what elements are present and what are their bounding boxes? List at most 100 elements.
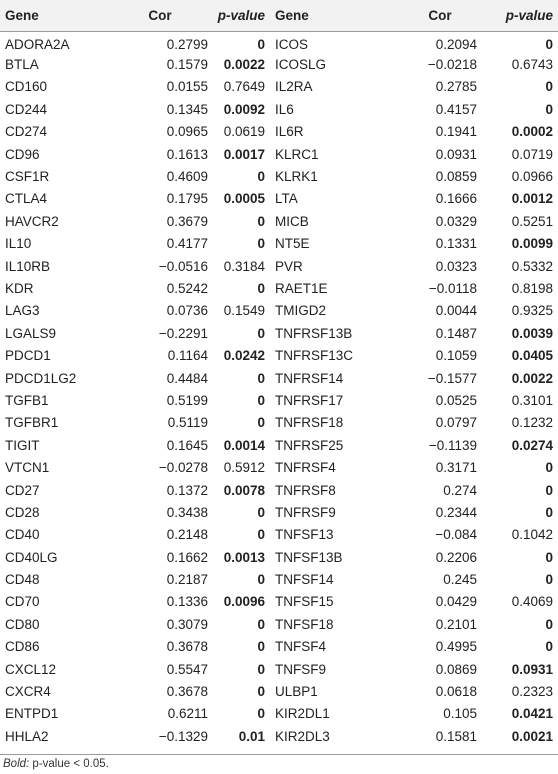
table-row: CD80 0.3079 0 TNFSF18 0.2101 0 [0, 613, 558, 635]
gene-cell: TNFRSF25 [275, 437, 344, 453]
p-value-cell: 0.0619 [223, 124, 265, 140]
gene-cell: TNFRSF9 [275, 504, 336, 520]
table-row: CD27 0.1372 0.0078 TNFRSF8 0.274 0 [0, 479, 558, 501]
gene-cell: TMIGD2 [275, 303, 327, 319]
table-row: LAG3 0.0736 0.1549 TMIGD2 0.0044 0.9325 [0, 300, 558, 322]
p-value-cell: 0.0002 [511, 124, 553, 140]
gene-cell: CXCL12 [5, 661, 57, 677]
gene-cell: VTCN1 [5, 460, 50, 476]
p-value-cell: 0.0405 [511, 348, 553, 364]
gene-cell: TGFBR1 [5, 415, 59, 431]
gene-cell: ENTPD1 [5, 706, 59, 722]
table-row: CD160 0.0155 0.7649 IL2RA 0.2785 0 [0, 76, 558, 98]
p-value-cell: 0 [257, 280, 265, 296]
cor-cell: 0.1579 [166, 57, 208, 73]
gene-cell: TNFSF9 [275, 661, 327, 677]
cor-cell: 0.105 [443, 706, 477, 722]
p-value-cell: 0 [545, 572, 553, 588]
table-body: ADORA2A 0.2799 0 ICOS 0.2094 0 BTLA 0.1579 0.002… [0, 31, 558, 748]
header-cell: Cor [428, 7, 452, 23]
table-row: CD244 0.1345 0.0092 IL6 0.4157 0 [0, 98, 558, 120]
cor-cell: 0.0323 [435, 258, 477, 274]
gene-cell: KLRC1 [275, 146, 319, 162]
table-row: HAVCR2 0.3679 0 MICB 0.0329 0.5251 [0, 210, 558, 232]
p-value-cell: 0.1042 [511, 527, 553, 543]
cor-cell: 0.1164 [167, 348, 208, 364]
table-row: TIGIT 0.1645 0.0014 TNFRSF25 −0.1139 0.0274 [0, 434, 558, 456]
p-value-cell: 0.0022 [223, 57, 265, 73]
gene-cell: CD70 [5, 594, 40, 610]
cor-cell: 0.1487 [435, 325, 477, 341]
p-value-cell: 0.0039 [511, 325, 553, 341]
p-value-cell: 0 [545, 549, 553, 565]
p-value-cell: 0 [257, 616, 265, 632]
cor-cell: 0.3171 [435, 460, 477, 476]
gene-cell: LGALS9 [5, 325, 57, 341]
gene-cell: CD86 [5, 639, 40, 655]
bottom-rule [0, 754, 558, 755]
table-row: CTLA4 0.1795 0.0005 LTA 0.1666 0.0012 [0, 188, 558, 210]
cor-cell: 0.2785 [435, 79, 477, 95]
cor-cell: 0.0859 [435, 169, 477, 185]
cor-cell: 0.0965 [166, 124, 208, 140]
p-value-cell: 0 [545, 639, 553, 655]
p-value-cell: 0 [257, 325, 265, 341]
gene-cell: ICOS [275, 36, 309, 52]
p-value-cell: 0 [257, 415, 265, 431]
gene-cell: TNFSF14 [275, 572, 334, 588]
p-value-cell: 0 [257, 684, 265, 700]
cor-cell: 0.0429 [435, 594, 477, 610]
gene-cell: CD48 [5, 572, 40, 588]
cor-cell: 0.5119 [167, 415, 208, 431]
header-row: Gene Cor p-value Gene Cor p-value [0, 0, 558, 31]
p-value-cell: 0 [257, 527, 265, 543]
gene-cell: TNFSF13 [275, 527, 334, 543]
gene-cell: CD274 [5, 124, 48, 140]
p-value-cell: 0.1549 [223, 303, 265, 319]
gene-cell: PVR [275, 258, 303, 274]
p-value-cell: 0.0078 [223, 482, 265, 498]
gene-cell: TNFSF15 [275, 594, 334, 610]
p-value-cell: 0.0931 [511, 661, 553, 677]
cor-cell: −0.084 [435, 527, 477, 543]
gene-cell: TNFRSF13C [275, 348, 354, 364]
gene-cell: CD40 [5, 527, 40, 543]
p-value-cell: 0.0017 [223, 146, 265, 162]
gene-cell: TNFSF4 [275, 639, 327, 655]
header-cell: Gene [5, 7, 39, 23]
gene-cell: IL10RB [5, 258, 51, 274]
p-value-cell: 0.0005 [223, 191, 265, 207]
gene-cell: KIR2DL3 [275, 728, 330, 744]
gene-cell: IL6 [275, 101, 294, 117]
cor-cell: 0.5199 [166, 392, 208, 408]
cor-cell: −0.1329 [158, 728, 208, 744]
header-cell: Cor [148, 7, 172, 23]
gene-cell: LTA [275, 191, 298, 207]
p-value-cell: 0 [545, 79, 553, 95]
p-value-cell: 0 [257, 504, 265, 520]
p-value-cell: 0.0719 [511, 146, 553, 162]
gene-cell: TNFRSF14 [275, 370, 344, 386]
gene-cell: HAVCR2 [5, 213, 59, 229]
gene-cell: TIGIT [5, 437, 40, 453]
p-value-cell: 0.3101 [511, 392, 553, 408]
cor-cell: 0.245 [443, 572, 477, 588]
p-value-cell: 0 [257, 213, 265, 229]
p-value-cell: 0.0013 [223, 549, 265, 565]
p-value-cell: 0.0014 [223, 437, 265, 453]
cor-cell: 0.6211 [167, 706, 208, 722]
cor-cell: 0.3438 [166, 504, 208, 520]
gene-cell: LAG3 [5, 303, 40, 319]
cor-cell: 0.1581 [435, 728, 477, 744]
p-value-cell: 0 [545, 36, 553, 52]
gene-cell: TGFB1 [5, 392, 49, 408]
p-value-cell: 0.0966 [511, 169, 553, 185]
table-row: PDCD1LG2 0.4484 0 TNFRSF14 −0.1577 0.0022 [0, 367, 558, 389]
gene-cell: PDCD1 [5, 348, 51, 364]
gene-cell: CD160 [5, 79, 48, 95]
table-row: IL10RB −0.0516 0.3184 PVR 0.0323 0.5332 [0, 255, 558, 277]
cor-cell: 0.1645 [166, 437, 208, 453]
p-value-cell: 0.1232 [511, 415, 553, 431]
table-row: ENTPD1 0.6211 0 KIR2DL1 0.105 0.0421 [0, 703, 558, 725]
p-value-cell: 0.7649 [223, 79, 265, 95]
